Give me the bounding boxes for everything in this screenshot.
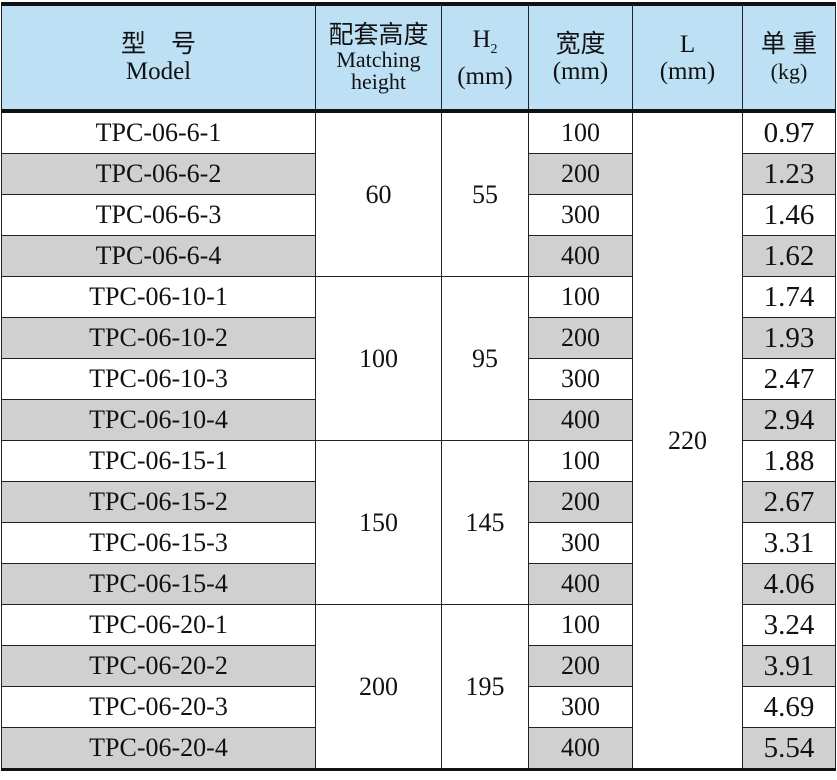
weight-cell: 2.67: [742, 481, 836, 523]
header-height-cn: 配套高度: [328, 22, 429, 49]
weight-cell: 4.06: [742, 563, 836, 605]
table-row: TPC-06-10-3 300 2.47: [1, 358, 836, 400]
model-cell: TPC-06-6-3: [1, 194, 316, 236]
weight-cell: 5.54: [742, 727, 836, 770]
width-cell: 100: [528, 276, 633, 318]
model-cell: TPC-06-6-2: [1, 153, 316, 195]
model-cell: TPC-06-10-4: [1, 399, 316, 441]
header-width-cn: 宽度: [555, 30, 606, 58]
width-cell: 400: [528, 563, 633, 605]
table-row: TPC-06-20-4 400 5.54: [1, 727, 836, 770]
header-width: 宽度 (mm): [528, 3, 633, 112]
model-cell: TPC-06-20-1: [1, 604, 316, 646]
weight-cell: 1.93: [742, 317, 836, 359]
model-cell: TPC-06-20-2: [1, 645, 316, 687]
model-cell: TPC-06-15-4: [1, 563, 316, 605]
weight-cell: 1.46: [742, 194, 836, 236]
width-cell: 200: [528, 153, 633, 195]
weight-cell: 1.62: [742, 235, 836, 277]
width-cell: 400: [528, 727, 633, 770]
weight-cell: 1.88: [742, 440, 836, 482]
table-row: TPC-06-6-2 200 1.23: [1, 153, 836, 195]
header-model: 型 号 Model: [1, 3, 316, 112]
header-height-en: Matching height: [336, 47, 421, 94]
table-row: TPC-06-6-4 400 1.62: [1, 235, 836, 277]
width-cell: 300: [528, 358, 633, 400]
table-row: TPC-06-15-1 150 145 100 1.88: [1, 440, 836, 605]
header-weight-cn: 单 重: [760, 30, 818, 58]
header-l-unit: (mm): [659, 57, 716, 85]
model-cell: TPC-06-10-1: [1, 276, 316, 318]
weight-cell: 3.24: [742, 604, 836, 646]
width-cell: 200: [528, 481, 633, 523]
header-row: 型 号 Model 配套高度 Matching height H2 (mm) 宽度 (m…: [1, 3, 836, 112]
header-width-unit: (mm): [552, 57, 609, 85]
matching-height-cell: 100: [315, 276, 442, 441]
model-cell: TPC-06-15-3: [1, 522, 316, 564]
width-cell: 300: [528, 194, 633, 236]
h2-cell: 95: [441, 276, 529, 441]
header-weight-unit: (kg): [770, 58, 808, 84]
matching-height-cell: 150: [315, 440, 442, 605]
table-row: TPC-06-15-3 300 3.31: [1, 522, 836, 564]
matching-height-cell: 60: [315, 110, 442, 277]
table-row: TPC-06-15-2 200 2.67: [1, 481, 836, 523]
model-cell: TPC-06-15-1: [1, 440, 316, 482]
header-model-cn: 型 号: [120, 30, 196, 58]
model-cell: TPC-06-6-1: [1, 110, 316, 154]
width-cell: 300: [528, 686, 633, 728]
table-row: TPC-06-20-2 200 3.91: [1, 645, 836, 687]
header-h2-label: H: [472, 25, 491, 53]
model-cell: TPC-06-15-2: [1, 481, 316, 523]
matching-height-cell: 200: [315, 604, 442, 770]
weight-cell: 2.94: [742, 399, 836, 441]
model-cell: TPC-06-10-3: [1, 358, 316, 400]
weight-cell: 4.69: [742, 686, 836, 728]
h2-cell: 55: [441, 110, 529, 277]
width-cell: 200: [528, 317, 633, 359]
weight-cell: 1.74: [742, 276, 836, 318]
weight-cell: 3.91: [742, 645, 836, 687]
h2-cell: 145: [441, 440, 529, 605]
table-row: TPC-06-20-1 200 195 100 3.24: [1, 604, 836, 770]
header-matching-height: 配套高度 Matching height: [315, 3, 442, 112]
header-h2: H2 (mm): [441, 3, 529, 112]
h2-cell: 195: [441, 604, 529, 770]
header-h2-unit: (mm): [457, 62, 513, 90]
weight-cell: 2.47: [742, 358, 836, 400]
weight-cell: 1.23: [742, 153, 836, 195]
width-cell: 100: [528, 604, 633, 646]
table-row: TPC-06-10-1 100 95 100 1.74: [1, 276, 836, 441]
width-cell: 400: [528, 235, 633, 277]
table-row: TPC-06-6-1 60 55 100 220 0.97: [1, 110, 836, 770]
table-row: TPC-06-10-2 200 1.93: [1, 317, 836, 359]
width-cell: 300: [528, 522, 633, 564]
model-cell: TPC-06-10-2: [1, 317, 316, 359]
model-cell: TPC-06-20-3: [1, 686, 316, 728]
header-h2-sub: 2: [490, 41, 498, 57]
weight-cell: 0.97: [742, 110, 836, 154]
header-weight: 单 重 (kg): [742, 3, 836, 112]
table-row: TPC-06-6-3 300 1.46: [1, 194, 836, 236]
model-cell: TPC-06-20-4: [1, 727, 316, 770]
width-cell: 100: [528, 110, 633, 154]
width-cell: 100: [528, 440, 633, 482]
header-model-en: Model: [125, 57, 192, 85]
table-row: TPC-06-20-3 300 4.69: [1, 686, 836, 728]
width-cell: 200: [528, 645, 633, 687]
l-cell: 220: [632, 110, 743, 770]
header-l: L (mm): [632, 3, 743, 112]
model-cell: TPC-06-6-4: [1, 235, 316, 277]
table-row: TPC-06-15-4 400 4.06: [1, 563, 836, 605]
header-l-label: L: [679, 30, 696, 58]
weight-cell: 3.31: [742, 522, 836, 564]
width-cell: 400: [528, 399, 633, 441]
